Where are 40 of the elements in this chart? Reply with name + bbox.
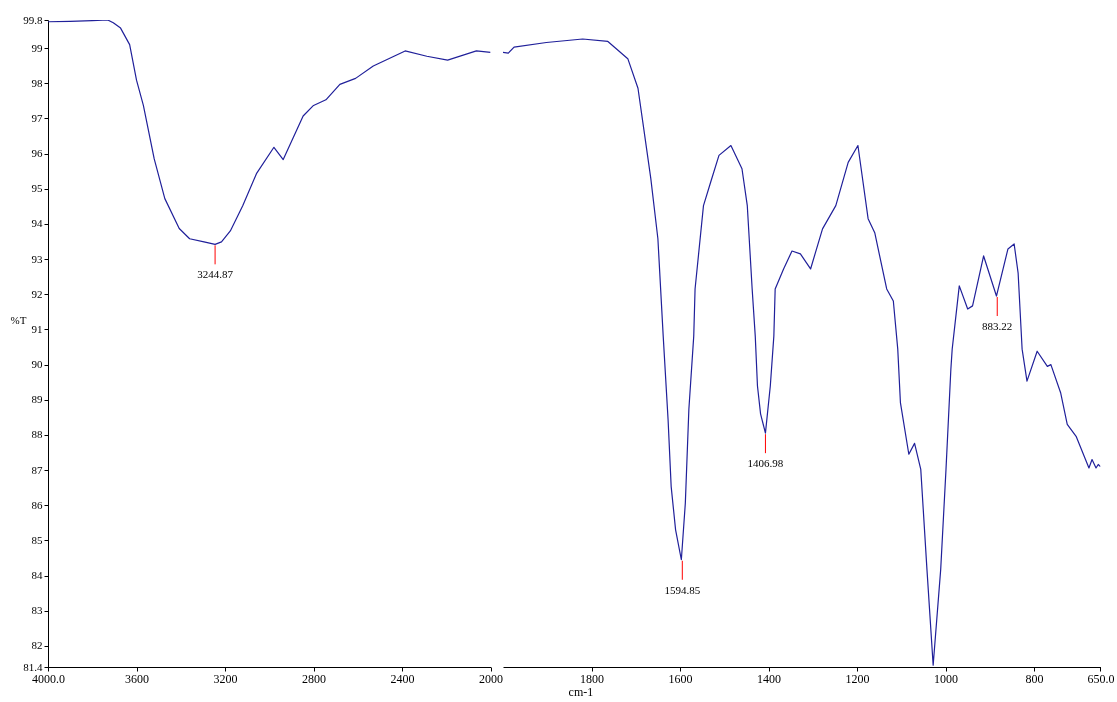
y-tick-label: 88 <box>31 428 43 441</box>
x-tick-label: 2000 <box>479 671 504 686</box>
x-tick-label: 3200 <box>213 671 238 686</box>
y-tick-label: 97 <box>31 111 43 124</box>
y-tick-label: 84 <box>31 569 43 582</box>
y-axis-title: %T <box>10 314 27 326</box>
x-tick-label: 1200 <box>845 671 870 686</box>
y-tick-label: 92 <box>31 287 43 300</box>
x-tick-label: 1400 <box>757 671 782 686</box>
y-tick-label: 91 <box>31 322 43 335</box>
y-tick-label: 81.4 <box>23 660 43 673</box>
x-tick-label: 1600 <box>668 671 693 686</box>
x-tick-label: 3600 <box>125 671 150 686</box>
y-tick-label: 90 <box>31 358 43 371</box>
y-tick-label: 83 <box>31 604 43 617</box>
y-tick-label: 99 <box>31 41 43 54</box>
x-tick-label: 4000.0 <box>32 671 65 686</box>
x-tick-label: 2400 <box>390 671 415 686</box>
y-tick-label: 82 <box>31 639 43 652</box>
y-tick-label: 96 <box>31 147 43 160</box>
x-tick-label: 1000 <box>934 671 959 686</box>
x-axis-title: cm-1 <box>568 684 594 699</box>
annotation: 883.22 <box>982 320 1013 333</box>
y-tick-label: 99.8 <box>23 13 43 26</box>
y-tick-label: 98 <box>31 76 43 89</box>
line-series <box>48 20 491 245</box>
y-tick-label: 93 <box>31 252 43 265</box>
y-tick-label: 94 <box>31 217 43 230</box>
y-tick-label: 86 <box>31 498 43 511</box>
annotation: 1594.85 <box>664 583 701 596</box>
annotation: 3244.87 <box>197 268 234 281</box>
y-tick-label: 87 <box>31 463 43 476</box>
y-tick-label: 85 <box>31 533 43 546</box>
x-tick-label: 650.0 <box>1087 671 1115 686</box>
y-tick-label: 89 <box>31 393 43 406</box>
x-tick-label: 800 <box>1025 671 1044 686</box>
x-tick-label: 2800 <box>302 671 327 686</box>
x-tick-label: 1800 <box>580 671 605 686</box>
y-tick-label: 95 <box>31 182 43 195</box>
annotation: 1406.98 <box>747 457 784 470</box>
